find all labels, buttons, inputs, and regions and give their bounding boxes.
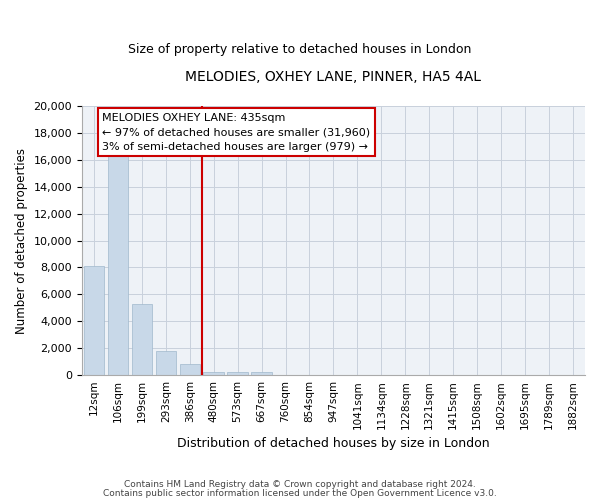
Bar [83, 266, 104, 375]
Bar [131, 304, 152, 375]
Bar [155, 351, 176, 375]
Text: Size of property relative to detached houses in London: Size of property relative to detached ho… [128, 42, 472, 56]
Title: MELODIES, OXHEY LANE, PINNER, HA5 4AL: MELODIES, OXHEY LANE, PINNER, HA5 4AL [185, 70, 481, 84]
Bar [179, 364, 200, 375]
Bar [203, 372, 224, 375]
Bar [227, 372, 248, 375]
Text: Contains HM Land Registry data © Crown copyright and database right 2024.: Contains HM Land Registry data © Crown c… [124, 480, 476, 489]
Text: Contains public sector information licensed under the Open Government Licence v3: Contains public sector information licen… [103, 488, 497, 498]
Text: MELODIES OXHEY LANE: 435sqm
← 97% of detached houses are smaller (31,960)
3% of : MELODIES OXHEY LANE: 435sqm ← 97% of det… [102, 112, 370, 152]
X-axis label: Distribution of detached houses by size in London: Distribution of detached houses by size … [177, 437, 490, 450]
Bar [251, 372, 272, 375]
Y-axis label: Number of detached properties: Number of detached properties [15, 148, 28, 334]
Bar [107, 153, 128, 375]
